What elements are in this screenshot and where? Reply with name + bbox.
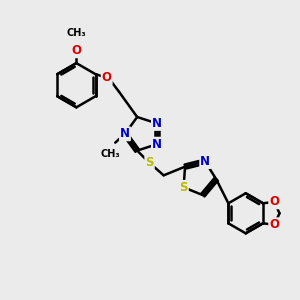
Text: O: O (269, 218, 279, 231)
Text: CH₃: CH₃ (67, 28, 86, 38)
Text: N: N (152, 138, 162, 151)
Text: S: S (145, 157, 154, 169)
Text: N: N (152, 117, 162, 130)
Text: CH₃: CH₃ (100, 149, 120, 159)
Text: O: O (269, 195, 279, 208)
Text: O: O (71, 44, 81, 57)
Text: N: N (120, 127, 130, 140)
Text: O: O (102, 71, 112, 84)
Text: N: N (200, 155, 210, 168)
Text: S: S (179, 181, 188, 194)
